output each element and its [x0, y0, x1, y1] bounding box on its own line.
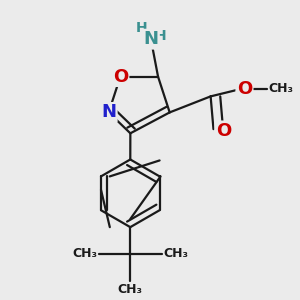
Text: CH₃: CH₃ [163, 248, 188, 260]
Text: CH₃: CH₃ [268, 82, 293, 95]
Text: N: N [143, 30, 158, 48]
Text: H: H [136, 22, 148, 35]
Text: CH₃: CH₃ [73, 248, 98, 260]
Text: O: O [113, 68, 128, 85]
Text: O: O [237, 80, 252, 98]
Text: CH₃: CH₃ [118, 284, 143, 296]
Text: N: N [101, 103, 116, 122]
Text: H: H [155, 28, 167, 43]
Text: O: O [216, 122, 231, 140]
